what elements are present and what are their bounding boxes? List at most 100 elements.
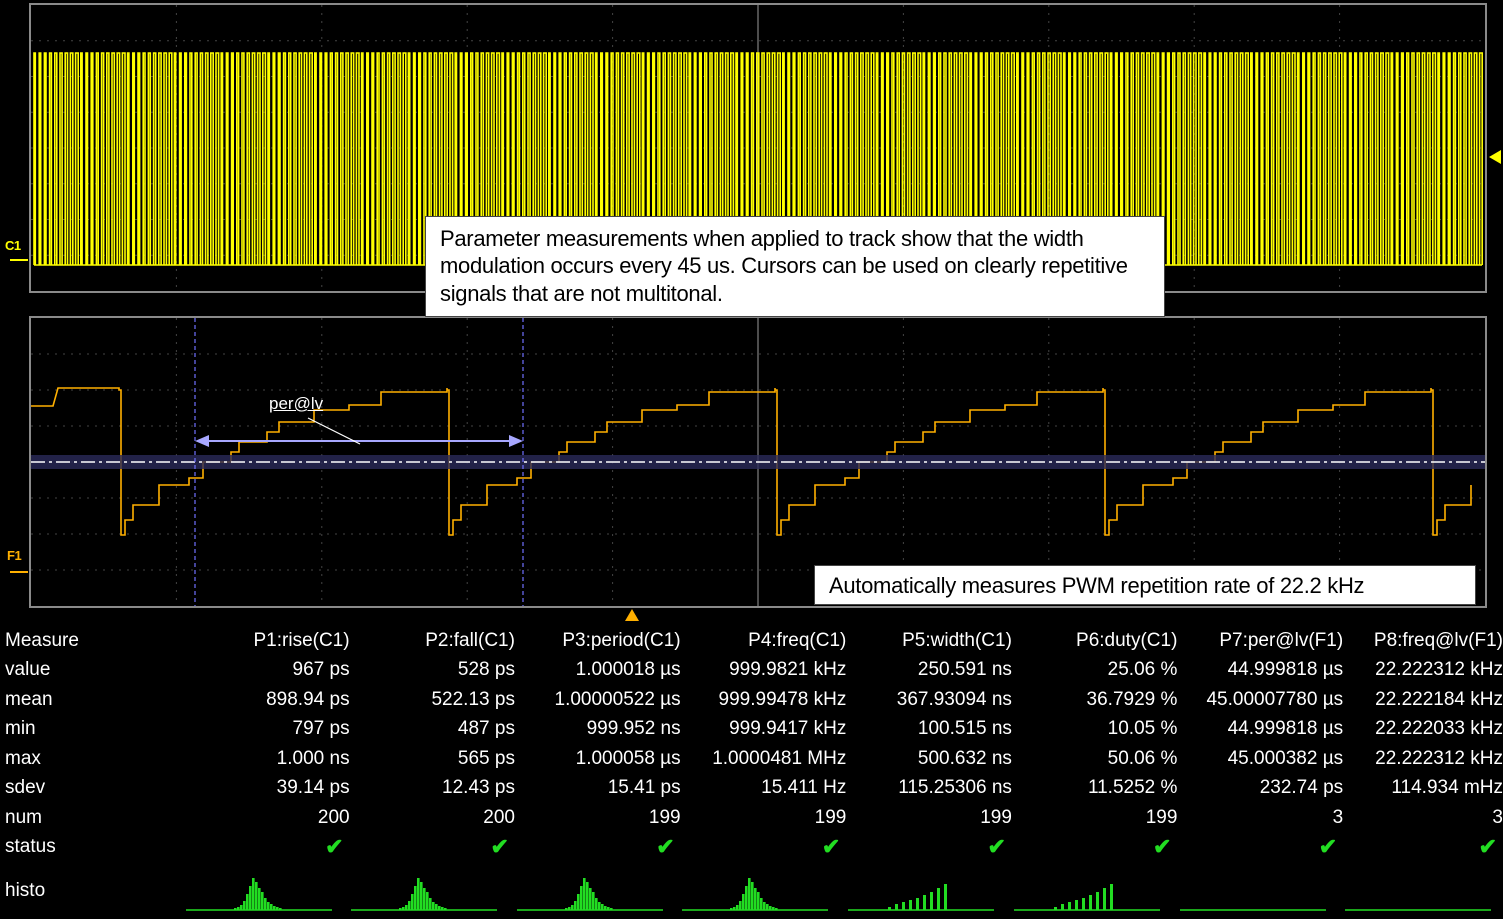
measurement-value: 1.000018 µs bbox=[575, 659, 681, 681]
histogram-bar bbox=[930, 892, 933, 910]
row-label: status bbox=[5, 836, 56, 858]
histogram-bar bbox=[577, 894, 580, 910]
measure-column-header[interactable]: P2:fall(C1) bbox=[425, 629, 515, 651]
histogram-bar bbox=[607, 907, 610, 910]
histogram-bar bbox=[574, 901, 577, 910]
measurement-value: 15.411 Hz bbox=[761, 777, 847, 799]
measure-column-header[interactable]: P3:period(C1) bbox=[562, 629, 681, 651]
histogram-bar bbox=[429, 898, 432, 910]
histogram-bar bbox=[243, 901, 246, 910]
measure-column-header[interactable]: P7:per@lv(F1) bbox=[1219, 629, 1344, 651]
histogram-bar bbox=[270, 904, 273, 910]
histogram-bar bbox=[249, 886, 252, 910]
annotation-callout-top: Parameter measurements when applied to t… bbox=[425, 216, 1165, 317]
histogram-bar bbox=[273, 906, 276, 910]
histogram-bar bbox=[571, 905, 574, 910]
histogram-bar bbox=[267, 902, 270, 910]
row-label: value bbox=[5, 659, 51, 681]
measurement-value: 528 ps bbox=[457, 659, 515, 681]
histogram-bar bbox=[426, 892, 429, 910]
measure-column-header[interactable]: P6:duty(C1) bbox=[1076, 629, 1178, 651]
row-label: sdev bbox=[5, 777, 46, 799]
histogram-bar bbox=[252, 878, 255, 910]
measurement-value: 250.591 ns bbox=[917, 659, 1012, 681]
measurement-value: 898.94 ps bbox=[266, 688, 350, 710]
histogram-bar bbox=[1089, 895, 1092, 910]
histogram-bar bbox=[276, 907, 279, 910]
measurement-value: 1.000 ns bbox=[276, 747, 350, 769]
measurement-value: 10.05 % bbox=[1107, 718, 1178, 740]
measurement-value: 200 bbox=[483, 806, 515, 828]
histogram-bar bbox=[565, 908, 568, 910]
measurement-row: sdev 39.14 ps 12.43 ps 15.41 ps 15.411 Hz 115… bbox=[0, 774, 1503, 804]
cursor-label-leader bbox=[307, 417, 361, 445]
histogram-bar bbox=[279, 908, 282, 910]
measurement-value: 22.222312 kHz bbox=[1375, 747, 1503, 769]
histogram-bar bbox=[408, 901, 411, 910]
histogram-bar bbox=[583, 878, 586, 910]
measurement-header-row: Measure P1:rise(C1) P2:fall(C1) P3:period(… bbox=[0, 626, 1503, 656]
histogram-bar bbox=[733, 907, 736, 910]
histogram-bar bbox=[580, 886, 583, 910]
measurement-value: 1.0000481 MHz bbox=[712, 747, 847, 769]
histo-row-label: histo bbox=[5, 880, 46, 901]
histogram-bar bbox=[730, 908, 733, 910]
histogram-bar bbox=[769, 906, 772, 910]
measurement-value: 114.934 mHz bbox=[1391, 777, 1503, 799]
histogram-bar bbox=[444, 908, 447, 910]
annotation-callout-bottom: Automatically measures PWM repetition ra… bbox=[814, 565, 1476, 605]
measurement-value: 25.06 % bbox=[1107, 659, 1178, 681]
measurement-value: 15.41 ps bbox=[607, 777, 681, 799]
histogram-bar bbox=[264, 898, 267, 910]
histogram-bar bbox=[258, 888, 261, 910]
measurement-value: 45.000382 µs bbox=[1227, 747, 1344, 769]
trigger-level-marker[interactable] bbox=[1489, 150, 1501, 164]
measurement-value: 500.632 ns bbox=[917, 747, 1012, 769]
measurement-row: min 797 ps 487 ps 999.952 ns 999.9417 kHz 100… bbox=[0, 715, 1503, 745]
histogram-bar bbox=[1096, 892, 1099, 910]
histogram-bar bbox=[763, 902, 766, 910]
histogram-bar bbox=[255, 882, 258, 910]
histogram-bar bbox=[937, 888, 940, 910]
histogram-bar bbox=[902, 902, 905, 910]
histogram-bar bbox=[754, 888, 757, 910]
measurement-value: 50.06 % bbox=[1107, 747, 1178, 769]
cursor-span-arrow-right bbox=[509, 435, 523, 447]
histogram-bar bbox=[405, 905, 408, 910]
histogram-bar bbox=[604, 906, 607, 910]
trigger-position-marker[interactable] bbox=[625, 609, 639, 621]
measure-column-header[interactable]: P5:width(C1) bbox=[902, 629, 1012, 651]
histogram-bar bbox=[598, 902, 601, 910]
measurement-value: 44.999818 µs bbox=[1227, 659, 1344, 681]
measurement-row: num 200 200 199 199 199 199 3 3 bbox=[0, 803, 1503, 833]
histogram-bar bbox=[438, 906, 441, 910]
measurement-value: 999.9821 kHz bbox=[729, 659, 847, 681]
measure-column-header[interactable]: P1:rise(C1) bbox=[253, 629, 350, 651]
measurement-value: 565 ps bbox=[457, 747, 515, 769]
measurement-value: 11.5252 % bbox=[1087, 777, 1178, 799]
c1-trace bbox=[33, 52, 1483, 266]
f1-channel-label[interactable]: F1 bbox=[7, 548, 22, 563]
histogram-bar bbox=[246, 894, 249, 910]
histogram-bar bbox=[234, 908, 237, 910]
cursor-span-arrow-left bbox=[195, 435, 209, 447]
c1-channel-label[interactable]: C1 bbox=[5, 238, 21, 253]
histogram-bar bbox=[610, 908, 613, 910]
check-icon: ✔ bbox=[821, 834, 841, 860]
histogram-bar bbox=[399, 908, 402, 910]
histogram-bar bbox=[751, 882, 754, 910]
measure-column-header[interactable]: P8:freq@lv(F1) bbox=[1373, 629, 1503, 651]
histogram-bar bbox=[417, 878, 420, 910]
histogram-bar bbox=[923, 895, 926, 910]
measure-column-header[interactable]: P4:freq(C1) bbox=[748, 629, 847, 651]
histogram-bar bbox=[748, 878, 751, 910]
histogram-bar bbox=[568, 907, 571, 910]
measurement-row: value 967 ps 528 ps 1.000018 µs 999.9821 kHz… bbox=[0, 656, 1503, 686]
measurement-value: 1.00000522 µs bbox=[554, 688, 681, 710]
measurement-value: 199 bbox=[1145, 806, 1178, 828]
measurement-value: 22.222184 kHz bbox=[1375, 688, 1503, 710]
histogram-bar bbox=[888, 907, 891, 910]
histogram-bar bbox=[237, 907, 240, 910]
measurement-value: 999.99478 kHz bbox=[718, 688, 847, 710]
check-icon: ✔ bbox=[656, 834, 675, 860]
